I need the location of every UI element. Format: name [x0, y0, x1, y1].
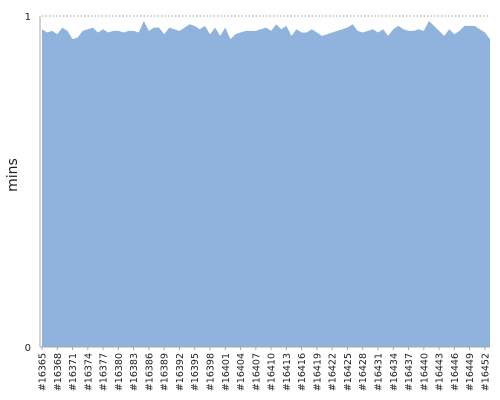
x-tick-label: #16443 [435, 353, 446, 391]
x-tick-label: #16371 [68, 353, 79, 391]
x-tick-label: #16425 [343, 353, 354, 391]
x-tick-label: #16374 [83, 353, 94, 391]
area-series [42, 20, 490, 347]
y-tick-label: 1 [25, 12, 31, 23]
x-tick-label: #16416 [297, 353, 308, 391]
x-tick-label: #16431 [374, 353, 385, 391]
x-tick-label: #16434 [389, 353, 400, 391]
x-tick-label: #16407 [251, 353, 262, 391]
x-tick-label: #16380 [114, 353, 125, 391]
x-tick-label: #16446 [450, 353, 461, 391]
plot-area [42, 20, 490, 347]
x-tick-label: #16392 [175, 353, 186, 391]
x-tick-label: #16440 [419, 353, 430, 391]
x-tick-label: #16437 [404, 353, 415, 391]
y-ticks: 01 [25, 12, 31, 354]
x-tick-label: #16404 [236, 353, 247, 391]
x-tick-label: #16365 [38, 353, 49, 391]
x-tick-label: #16386 [144, 353, 155, 391]
x-tick-label: #16449 [465, 353, 476, 391]
x-tick-label: #16413 [282, 353, 293, 391]
x-tick-label: #16410 [267, 353, 278, 391]
x-tick-label: #16383 [129, 353, 140, 391]
x-tick-label: #16401 [221, 353, 232, 391]
x-tick-label: #16395 [190, 353, 201, 391]
x-tick-label: #16422 [328, 353, 339, 391]
y-tick-label: 0 [25, 343, 31, 354]
x-tick-label: #16368 [53, 353, 64, 391]
x-ticks: #16365 #16368 #16371 #16374 #16377 #16380 #163… [38, 347, 491, 391]
x-tick-label: #16428 [358, 353, 369, 391]
x-tick-label: #16377 [99, 353, 110, 391]
y-axis-label: mins [5, 158, 21, 192]
x-tick-label: #16419 [312, 353, 323, 391]
x-tick-label: #16398 [206, 353, 217, 391]
x-tick-label: #16452 [480, 353, 491, 391]
x-tick-label: #16389 [160, 353, 171, 391]
